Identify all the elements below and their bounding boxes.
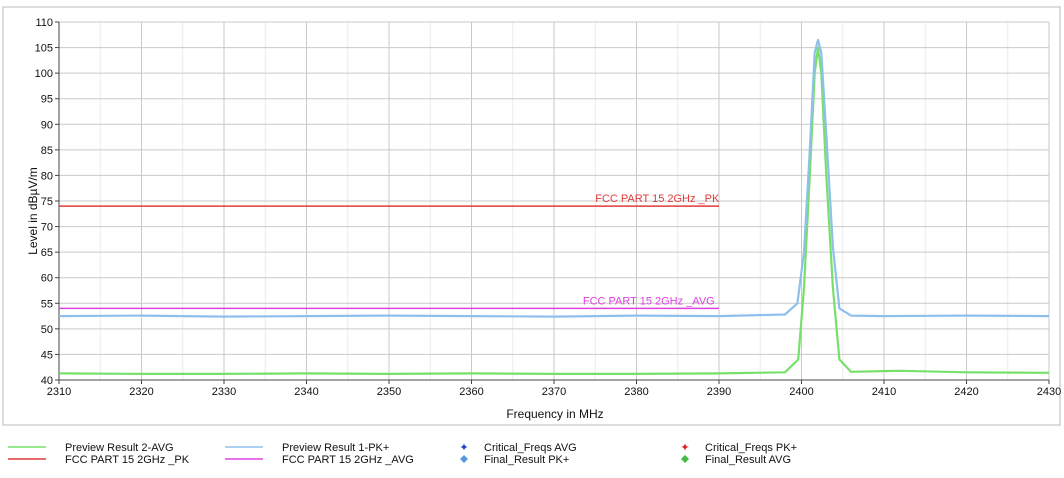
legend-label: Critical_Freqs PK+ [705, 442, 797, 454]
annotations: FCC PART 15 2GHz _PK FCC PART 15 2GHz _AV… [583, 193, 720, 307]
x-tick-label: 2350 [377, 386, 401, 398]
limit-line-label: FCC PART 15 2GHz _AVG [583, 295, 715, 307]
legend-label: Preview Result 2-AVG [65, 442, 174, 454]
y-tick-label: 85 [41, 145, 53, 157]
x-tick-label: 2370 [542, 386, 566, 398]
x-tick-label: 2420 [954, 386, 978, 398]
y-tick-label: 70 [41, 222, 53, 234]
legend-label: Final_Result PK+ [484, 454, 569, 466]
legend-marker-diamond [460, 455, 468, 463]
legend-label: FCC PART 15 2GHz _AVG [282, 454, 414, 466]
limit-line-label: FCC PART 15 2GHz _PK [595, 193, 720, 205]
y-tick-label: 95 [41, 94, 53, 106]
x-tick-label: 2380 [624, 386, 648, 398]
legend-label: Final_Result AVG [705, 454, 791, 466]
axes: 2310 2320 2330 2340 2350 2360 2370 2380 2390 2400… [35, 17, 1062, 398]
legend-label: FCC PART 15 2GHz _PK [65, 454, 190, 466]
y-axis-title: Level in dBµV/m [26, 167, 40, 255]
x-tick-label: 2340 [294, 386, 318, 398]
y-tick-label: 90 [41, 119, 53, 131]
y-tick-label: 55 [41, 298, 53, 310]
series-line-0 [58, 38, 1050, 318]
chart-frame [2, 6, 1061, 426]
y-tick-label: 40 [41, 375, 53, 387]
series-layer [58, 38, 1050, 375]
x-tick-label: 2310 [47, 386, 71, 398]
legend-label: Preview Result 1-PK+ [282, 442, 389, 454]
x-tick-label: 2320 [129, 386, 153, 398]
legend-label: Critical_Freqs AVG [484, 442, 577, 454]
y-tick-label: 50 [41, 324, 53, 336]
y-tick-label: 80 [41, 170, 53, 182]
x-tick-label: 2360 [459, 386, 483, 398]
x-tick-label: 2390 [707, 386, 731, 398]
legend-marker-diamond [681, 455, 689, 463]
y-tick-label: 45 [41, 349, 53, 361]
y-tick-label: 105 [35, 43, 53, 55]
y-tick-label: 65 [41, 247, 53, 259]
x-tick-label: 2400 [789, 386, 813, 398]
y-tick-label: 100 [35, 68, 53, 80]
legend-marker-star: ✦ [680, 442, 689, 454]
x-tick-label: 2410 [872, 386, 896, 398]
x-axis-title: Frequency in MHz [506, 407, 603, 421]
x-tick-label: 2330 [212, 386, 236, 398]
x-tick-label: 2430 [1037, 386, 1061, 398]
y-tick-label: 60 [41, 273, 53, 285]
legend-marker-star: ✦ [459, 442, 468, 454]
y-tick-label: 110 [35, 17, 53, 29]
series-line-1 [58, 46, 1050, 375]
y-tick-label: 75 [41, 196, 53, 208]
